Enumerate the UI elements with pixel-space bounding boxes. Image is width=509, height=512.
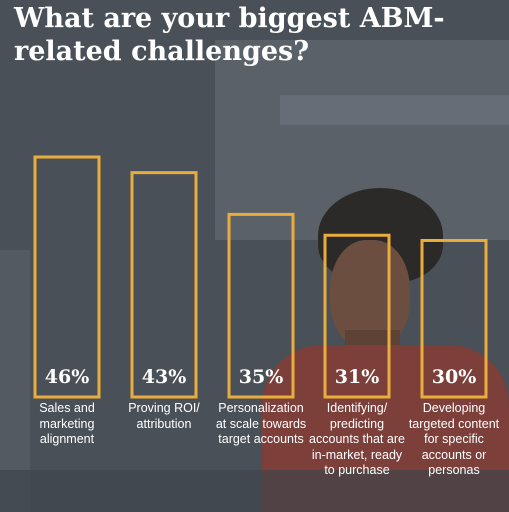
bar-5: [420, 238, 488, 399]
window-frame: [280, 95, 509, 125]
value-label-5: 30%: [432, 366, 477, 388]
category-label-1: Sales and marketing alignment: [39, 401, 95, 446]
desk-shape: [0, 470, 509, 512]
monitor-shape: [0, 250, 30, 512]
bar-2: [130, 171, 198, 399]
category-label-5: Developing targeted content for specific…: [408, 401, 500, 477]
chart-title: What are your biggest ABM-related challe…: [14, 3, 445, 67]
value-label-4: 31%: [335, 366, 380, 388]
bar-4: [323, 233, 391, 399]
category-label-3: Personalization at scale towards target …: [215, 401, 307, 446]
value-label-2: 43%: [142, 366, 187, 388]
value-label-3: 35%: [239, 366, 284, 388]
category-label-4: Identifying/ predicting accounts that ar…: [309, 401, 405, 477]
value-label-1: 46%: [45, 366, 90, 388]
bar-1: [33, 155, 101, 399]
category-label-2: Proving ROI/ attribution: [128, 401, 200, 431]
bar-3: [227, 212, 295, 399]
